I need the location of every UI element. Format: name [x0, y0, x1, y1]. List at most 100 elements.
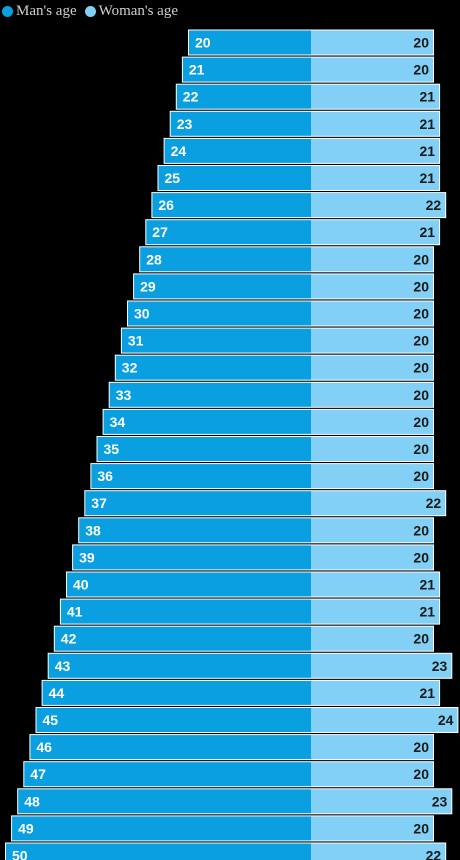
bar-row: 43 23 — [47, 652, 453, 679]
data-label-women: 20 — [413, 549, 429, 565]
data-label-women: 21 — [420, 224, 436, 240]
data-label-men: 21 — [189, 62, 205, 78]
data-label-women: 22 — [426, 495, 442, 511]
data-label-women: 20 — [413, 739, 429, 755]
bar-men-age — [54, 626, 312, 651]
bar-women-age — [311, 111, 440, 136]
data-label-men: 44 — [49, 685, 65, 701]
bar-women-age — [311, 816, 433, 841]
data-label-women: 20 — [413, 522, 429, 538]
bar-women-age — [311, 84, 440, 109]
bar-row: 32 20 — [114, 354, 435, 381]
bar-row: 41 21 — [59, 598, 441, 625]
legend: Man's age Woman's age — [2, 0, 178, 22]
bar-men-age — [36, 708, 311, 732]
bar-row: 49 20 — [11, 815, 434, 842]
bar-row: 28 20 — [139, 246, 434, 273]
bar-women-age — [311, 328, 433, 353]
bar-women-age — [311, 735, 433, 760]
legend-item-men: Man's age — [2, 3, 77, 20]
bar-women-age — [311, 762, 433, 787]
data-label-women: 20 — [413, 468, 429, 484]
legend-label-women: Woman's age — [98, 2, 178, 19]
bar-men-age — [12, 816, 311, 841]
bar-men-age — [158, 166, 311, 190]
bar-row: 44 21 — [41, 679, 441, 706]
bar-row: 33 20 — [108, 381, 434, 408]
bar-women-age — [311, 843, 446, 860]
bar-row: 39 20 — [72, 544, 434, 571]
bar-men-age — [164, 138, 311, 163]
bar-women-age — [311, 599, 440, 624]
bar-row: 24 21 — [163, 137, 441, 164]
data-label-men: 40 — [73, 577, 89, 593]
bar-men-age — [152, 193, 311, 218]
data-label-men: 29 — [140, 278, 156, 294]
data-label-men: 31 — [128, 333, 144, 349]
data-label-men: 26 — [158, 197, 174, 213]
data-label-men: 27 — [152, 224, 168, 240]
bar-women-age — [311, 708, 458, 732]
bar-row: 34 20 — [102, 408, 434, 435]
data-label-women: 20 — [413, 306, 429, 322]
data-label-women: 21 — [420, 116, 436, 132]
bar-row: 21 20 — [181, 56, 434, 83]
bar-women-age — [311, 30, 433, 55]
bar-women-age — [311, 166, 440, 190]
bar-men-age — [115, 355, 311, 380]
bar-women-age — [311, 518, 433, 543]
bar-row: 25 21 — [157, 165, 441, 191]
data-label-men: 39 — [79, 549, 95, 565]
bar-women-age — [311, 355, 433, 380]
bar-row: 36 20 — [90, 463, 435, 490]
data-label-men: 24 — [171, 143, 187, 159]
data-label-men: 38 — [85, 522, 101, 538]
data-label-women: 20 — [413, 631, 429, 647]
data-label-men: 33 — [116, 387, 132, 403]
data-label-men: 23 — [177, 116, 193, 132]
data-label-men: 43 — [55, 658, 71, 674]
bar-row: 47 20 — [23, 761, 435, 788]
data-label-women: 21 — [420, 604, 436, 620]
bar-men-age — [182, 57, 311, 82]
data-label-women: 20 — [413, 820, 429, 836]
bar-row: 50 22 — [5, 842, 447, 860]
bar-women-age — [311, 301, 433, 326]
bar-men-age — [60, 599, 312, 624]
bar-row: 45 24 — [35, 707, 459, 733]
data-label-women: 24 — [438, 712, 454, 728]
data-label-men: 49 — [18, 820, 34, 836]
data-label-women: 23 — [432, 658, 448, 674]
bar-men-age — [146, 220, 311, 245]
data-label-men: 25 — [165, 170, 181, 186]
data-label-women: 20 — [413, 333, 429, 349]
bar-row: 37 22 — [84, 490, 447, 517]
bar-men-age — [30, 735, 312, 760]
bar-women-age — [311, 545, 433, 570]
bar-row: 20 20 — [188, 29, 434, 56]
bar-row: 26 22 — [151, 192, 447, 219]
data-label-men: 35 — [104, 441, 120, 457]
data-label-women: 21 — [420, 685, 436, 701]
data-label-men: 28 — [146, 251, 162, 267]
data-label-men: 36 — [97, 468, 113, 484]
bar-men-age — [73, 545, 311, 570]
bar-women-age — [311, 680, 440, 705]
data-label-women: 20 — [413, 360, 429, 376]
data-label-women: 20 — [413, 62, 429, 78]
data-label-men: 48 — [24, 793, 40, 809]
data-label-men: 41 — [67, 604, 83, 620]
bar-men-age — [85, 491, 311, 516]
bar-row: 22 21 — [175, 83, 441, 110]
data-label-women: 21 — [420, 577, 436, 593]
bar-men-age — [121, 328, 312, 353]
bar-men-age — [128, 301, 311, 326]
bar-men-age — [67, 572, 311, 597]
bar-women-age — [311, 247, 433, 272]
bar-men-age — [97, 437, 311, 461]
bar-row: 46 20 — [29, 734, 435, 761]
data-label-men: 37 — [91, 495, 107, 511]
bar-men-age — [140, 247, 311, 272]
bar-row: 40 21 — [66, 571, 441, 598]
